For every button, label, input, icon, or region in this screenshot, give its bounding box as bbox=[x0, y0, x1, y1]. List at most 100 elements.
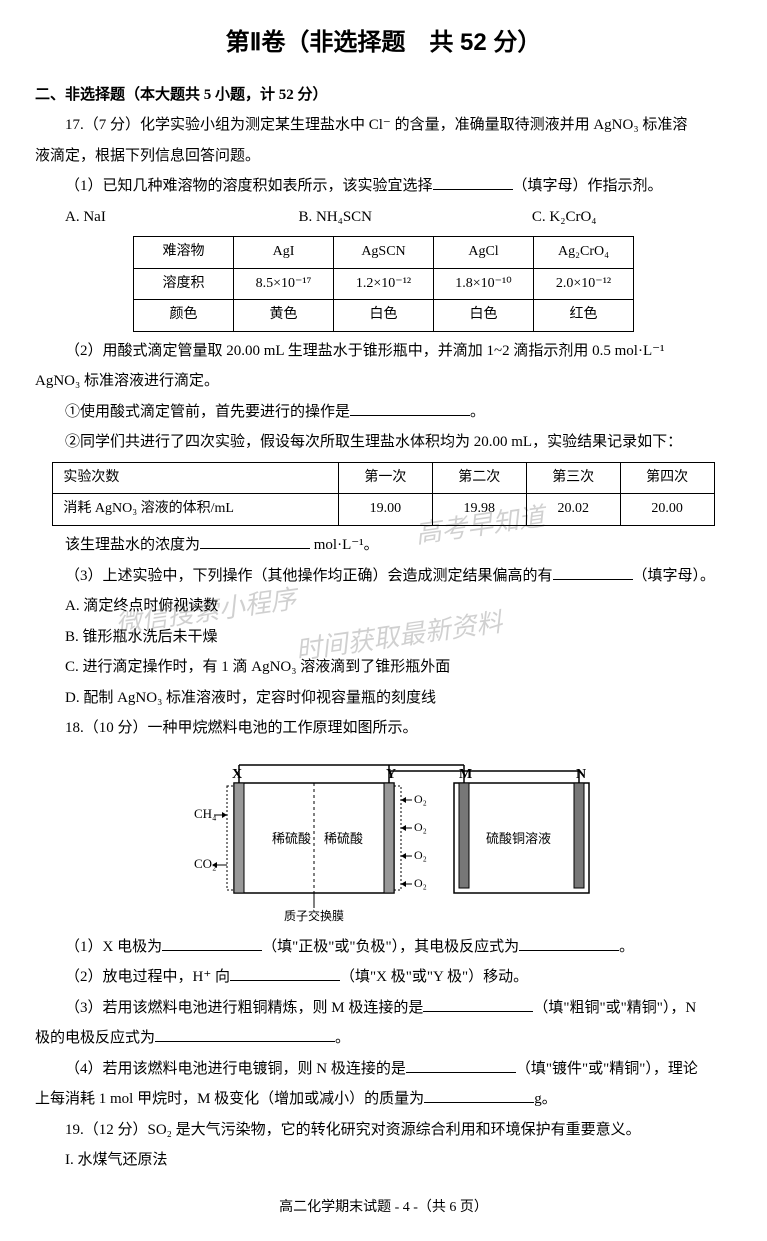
text: （填"粗铜"或"精铜"），N bbox=[533, 1000, 696, 1016]
text: （填"正极"或"负极"），其电极反应式为 bbox=[262, 939, 519, 955]
blank bbox=[200, 531, 310, 549]
table-cell: AgSCN bbox=[334, 237, 434, 269]
text: 极的电极反应式为 bbox=[35, 1030, 155, 1046]
q17-concentration: 该生理盐水的浓度为 mol·L⁻¹。 bbox=[35, 531, 732, 560]
diagram-label: 质子交换膜 bbox=[284, 908, 344, 923]
q17-stem-2: 液滴定，根据下列信息回答问题。 bbox=[35, 142, 732, 171]
text: 。 bbox=[335, 1030, 350, 1046]
q17-options: A. NaI B. NH₄SCN C. K₂CrO₄ bbox=[65, 203, 732, 232]
q17-option-c: C. 进行滴定操作时，有 1 滴 AgNO₃ 溶液滴到了锥形瓶外面 bbox=[35, 653, 732, 682]
table-cell: 第一次 bbox=[338, 462, 432, 494]
text: （2）放电过程中，H⁺ 向 bbox=[65, 969, 230, 985]
q17-part2b: AgNO₃ 标准溶液进行滴定。 bbox=[35, 367, 732, 396]
table-cell: AgI bbox=[234, 237, 334, 269]
table-cell: 2.0×10⁻¹² bbox=[534, 268, 634, 300]
q18-part1: （1）X 电极为 （填"正极"或"负极"），其电极反应式为 。 bbox=[35, 933, 732, 962]
diagram-label: X bbox=[232, 767, 242, 782]
text: ①使用酸式滴定管前，首先要进行的操作是 bbox=[65, 404, 350, 420]
blank bbox=[155, 1024, 335, 1042]
text: 。 bbox=[470, 404, 485, 420]
q17-p1-text-b: （填字母）作指示剂。 bbox=[513, 178, 663, 194]
diagram-label: 硫酸铜溶液 bbox=[486, 831, 551, 846]
q18-part2: （2）放电过程中，H⁺ 向 （填"X 极"或"Y 极"）移动。 bbox=[35, 963, 732, 992]
blank bbox=[162, 933, 262, 951]
text: （填字母）。 bbox=[633, 568, 716, 584]
q19-part1: I. 水煤气还原法 bbox=[35, 1146, 732, 1175]
table-cell: 8.5×10⁻¹⁷ bbox=[234, 268, 334, 300]
table-cell: 1.8×10⁻¹⁰ bbox=[434, 268, 534, 300]
text: mol·L⁻¹。 bbox=[310, 537, 379, 553]
table-cell: 19.00 bbox=[338, 494, 432, 526]
table-cell: 白色 bbox=[334, 300, 434, 332]
page-title: 第Ⅱ卷（非选择题 共 52 分） bbox=[35, 20, 732, 66]
diagram-label: CO₂ bbox=[194, 856, 217, 871]
table-cell: 溶度积 bbox=[134, 268, 234, 300]
diagram-svg: 稀硫酸 稀硫酸 质子交换膜 X Y CH₄ CO₂ O₂ O₂ O₂ O₂ 硫酸… bbox=[164, 753, 604, 923]
table-cell: 20.00 bbox=[620, 494, 714, 526]
diagram-label: M bbox=[459, 767, 472, 782]
q17-part2-1: ①使用酸式滴定管前，首先要进行的操作是 。 bbox=[35, 398, 732, 427]
table-cell: 19.98 bbox=[432, 494, 526, 526]
diagram-label: O₂ bbox=[414, 792, 427, 806]
option-c: C. K₂CrO₄ bbox=[532, 203, 732, 232]
text: 该生理盐水的浓度为 bbox=[65, 537, 200, 553]
q17-part2-2: ②同学们共进行了四次实验，假设每次所取生理盐水体积均为 20.00 mL，实验结… bbox=[35, 428, 732, 457]
q18-stem: 18.（10 分）一种甲烷燃料电池的工作原理如图所示。 bbox=[35, 714, 732, 743]
q17-stem-1: 17.（7 分）化学实验小组为测定某生理盐水中 Cl⁻ 的含量，准确量取待测液并… bbox=[35, 111, 732, 140]
q18-part3: （3）若用该燃料电池进行粗铜精炼，则 M 极连接的是 （填"粗铜"或"精铜"），N bbox=[35, 994, 732, 1023]
solubility-table: 难溶物 AgI AgSCN AgCl Ag₂CrO₄ 溶度积 8.5×10⁻¹⁷… bbox=[133, 236, 634, 332]
diagram-label: CH₄ bbox=[194, 806, 217, 821]
q18-part4b: 上每消耗 1 mol 甲烷时，M 极变化（增加或减小）的质量为g。 bbox=[35, 1085, 732, 1114]
q17-p1-text-a: （1）已知几种难溶物的溶度积如表所示，该实验宜选择 bbox=[65, 178, 433, 194]
table-cell: Ag₂CrO₄ bbox=[534, 237, 634, 269]
table-cell: 第三次 bbox=[526, 462, 620, 494]
text: （4）若用该燃料电池进行电镀铜，则 N 极连接的是 bbox=[65, 1061, 406, 1077]
table-cell: 难溶物 bbox=[134, 237, 234, 269]
table-cell: AgCl bbox=[434, 237, 534, 269]
table-cell: 白色 bbox=[434, 300, 534, 332]
diagram-label: N bbox=[576, 767, 586, 782]
blank bbox=[433, 172, 513, 190]
blank bbox=[230, 963, 340, 981]
q19-stem: 19.（12 分）SO₂ 是大气污染物，它的转化研究对资源综合利用和环境保护有重… bbox=[35, 1116, 732, 1145]
diagram-label: O₂ bbox=[414, 848, 427, 862]
q18-part4: （4）若用该燃料电池进行电镀铜，则 N 极连接的是 （填"镀件"或"精铜"），理论 bbox=[35, 1055, 732, 1084]
table-cell: 消耗 AgNO₃ 溶液的体积/mL bbox=[53, 494, 339, 526]
blank bbox=[519, 933, 619, 951]
table-cell: 第四次 bbox=[620, 462, 714, 494]
table-cell: 红色 bbox=[534, 300, 634, 332]
fuel-cell-diagram: 稀硫酸 稀硫酸 质子交换膜 X Y CH₄ CO₂ O₂ O₂ O₂ O₂ 硫酸… bbox=[35, 753, 732, 923]
q17-option-a: A. 滴定终点时俯视读数 bbox=[35, 592, 732, 621]
table-cell: 第二次 bbox=[432, 462, 526, 494]
text: （1）X 电极为 bbox=[65, 939, 162, 955]
q17-option-d: D. 配制 AgNO₃ 标准溶液时，定容时仰视容量瓶的刻度线 bbox=[35, 684, 732, 713]
q18-part3b: 极的电极反应式为 。 bbox=[35, 1024, 732, 1053]
table-cell: 黄色 bbox=[234, 300, 334, 332]
text: （3）上述实验中，下列操作（其他操作均正确）会造成测定结果偏高的有 bbox=[65, 568, 553, 584]
table-cell: 颜色 bbox=[134, 300, 234, 332]
q17-option-b: B. 锥形瓶水洗后未干燥 bbox=[35, 623, 732, 652]
table-cell: 1.2×10⁻¹² bbox=[334, 268, 434, 300]
text: （3）若用该燃料电池进行粗铜精炼，则 M 极连接的是 bbox=[65, 1000, 423, 1016]
table-cell: 实验次数 bbox=[53, 462, 339, 494]
blank bbox=[553, 562, 633, 580]
q17-part3: （3）上述实验中，下列操作（其他操作均正确）会造成测定结果偏高的有 （填字母）。 bbox=[35, 562, 732, 591]
diagram-label: O₂ bbox=[414, 876, 427, 890]
option-a: A. NaI bbox=[65, 203, 298, 232]
page-footer: 高二化学期末试题 - 4 -（共 6 页） bbox=[35, 1195, 732, 1222]
diagram-label: O₂ bbox=[414, 820, 427, 834]
experiment-table: 实验次数 第一次 第二次 第三次 第四次 消耗 AgNO₃ 溶液的体积/mL 1… bbox=[52, 462, 714, 526]
text: （填"X 极"或"Y 极"）移动。 bbox=[340, 969, 528, 985]
q17-part1: （1）已知几种难溶物的溶度积如表所示，该实验宜选择 （填字母）作指示剂。 bbox=[35, 172, 732, 201]
blank bbox=[406, 1055, 516, 1073]
table-cell: 20.02 bbox=[526, 494, 620, 526]
diagram-label: 稀硫酸 bbox=[272, 831, 311, 846]
blank bbox=[423, 994, 533, 1012]
text: （填"镀件"或"精铜"），理论 bbox=[516, 1061, 698, 1077]
blank bbox=[424, 1085, 534, 1103]
text: 。 bbox=[619, 939, 634, 955]
diagram-label: 稀硫酸 bbox=[324, 831, 363, 846]
blank bbox=[350, 398, 470, 416]
section-header: 二、非选择题（本大题共 5 小题，计 52 分） bbox=[35, 81, 732, 110]
q17-part2: （2）用酸式滴定管量取 20.00 mL 生理盐水于锥形瓶中，并滴加 1~2 滴… bbox=[35, 337, 732, 366]
